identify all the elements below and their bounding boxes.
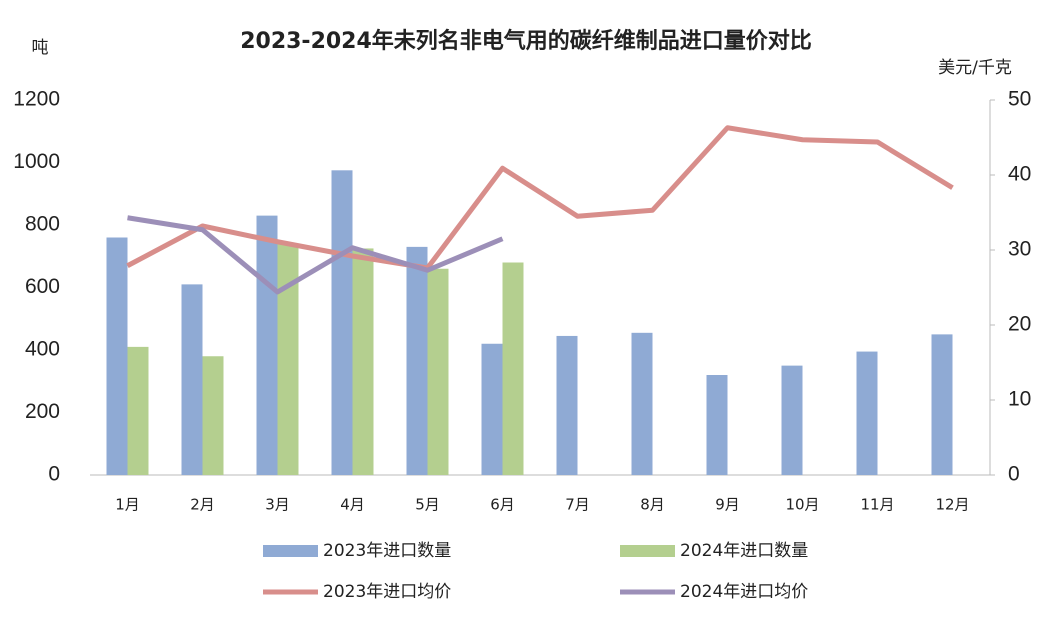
x-tick-label: 3月 [265, 496, 290, 514]
y-tick-label: 0 [48, 463, 60, 486]
bar [202, 356, 224, 475]
bar [127, 346, 149, 475]
y2-tick-label: 10 [1008, 388, 1031, 411]
x-tick-label: 5月 [415, 496, 440, 514]
bar [427, 268, 449, 475]
line [127, 215, 504, 295]
y-tick-label: 600 [25, 275, 60, 298]
chart-title: 2023-2024年未列名非电气用的碳纤维制品进口量价对比 [240, 28, 812, 54]
bar [481, 343, 503, 475]
x-tick-label: 12月 [935, 496, 969, 514]
legend-label: 2024年进口数量 [680, 541, 808, 561]
bar [781, 365, 803, 475]
x-tick-label: 1月 [115, 496, 140, 514]
y2-tick-label: 0 [1008, 463, 1020, 486]
x-tick-label: 6月 [490, 496, 515, 514]
bar [631, 332, 653, 475]
y-tick-label: 1000 [13, 150, 60, 173]
x-tick-label: 7月 [565, 496, 590, 514]
y2-tick-label: 20 [1008, 313, 1031, 336]
bar [931, 334, 953, 475]
bar [277, 243, 299, 475]
bar [706, 375, 728, 475]
x-tick-label: 4月 [340, 496, 365, 514]
bar [856, 351, 878, 475]
x-tick-label: 10月 [785, 496, 819, 514]
y2-tick-label: 40 [1008, 163, 1031, 186]
y2-tick-label: 50 [1008, 88, 1031, 111]
legend-label: 2024年进口均价 [680, 582, 808, 602]
bar [406, 246, 428, 475]
legend-swatch [263, 545, 318, 557]
line [126, 125, 954, 271]
legend-label: 2023年进口数量 [323, 541, 451, 561]
y-tick-label: 200 [25, 400, 60, 423]
y2-tick-label: 30 [1008, 238, 1031, 261]
bar [106, 237, 128, 475]
bar [502, 262, 524, 475]
x-tick-label: 11月 [860, 496, 894, 514]
bar [352, 248, 374, 475]
bar [331, 170, 353, 475]
x-tick-label: 9月 [715, 496, 740, 514]
y-tick-label: 800 [25, 213, 60, 236]
legend-label: 2023年进口均价 [323, 582, 451, 602]
bar [556, 335, 578, 475]
x-tick-label: 8月 [640, 496, 665, 514]
y-tick-label: 1200 [13, 88, 60, 111]
y2-axis-label: 美元/千克 [938, 58, 1012, 78]
bar [256, 215, 278, 475]
legend-swatch [620, 545, 675, 557]
x-tick-label: 2月 [190, 496, 215, 514]
y-axis-label: 吨 [32, 38, 49, 58]
bar [181, 284, 203, 475]
y-tick-label: 400 [25, 338, 60, 361]
